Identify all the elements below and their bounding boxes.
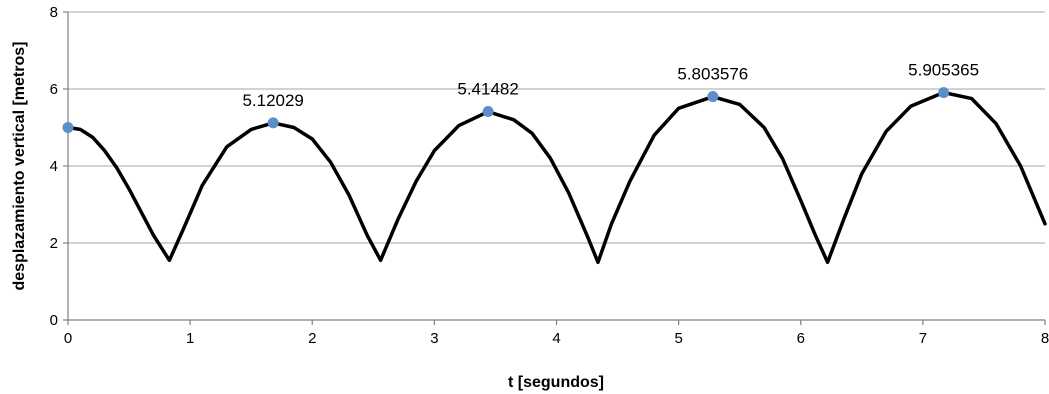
y-tick-label-3: 6 [50,81,58,98]
x-tick-label-7: 7 [919,330,927,347]
data-point-4 [938,87,950,99]
y-tick-label-2: 4 [50,158,58,175]
marker-layer: 5.12029 5.41482 5.803576 5.905365 [62,61,979,133]
series-line-0 [66,90,1047,265]
data-point-1 [267,117,279,129]
x-tick-label-4: 4 [552,330,560,347]
axis-layer [63,11,1046,325]
x-tick-label-0: 0 [64,330,72,347]
x-tick-label-1: 1 [186,330,194,347]
data-label-1: 5.12029 [242,91,303,110]
tick-label-layer: 0 2 4 6 8 0 1 2 3 4 5 6 7 8 [50,4,1049,347]
data-label-4: 5.905365 [908,61,979,80]
x-axis-title: t [segundos] [508,374,604,391]
data-point-3 [707,91,719,103]
x-tick-label-8: 8 [1041,330,1049,347]
x-tick-label-6: 6 [797,330,805,347]
x-tick-label-5: 5 [674,330,682,347]
y-axis-title: desplazamiento vertical [metros] [11,42,28,291]
y-tick-label-4: 8 [50,4,58,21]
data-label-2: 5.41482 [457,80,518,99]
x-tick-label-3: 3 [430,330,438,347]
grid-layer [68,11,1045,244]
data-point-0 [62,122,74,133]
series-layer [66,90,1047,265]
x-tick-label-2: 2 [308,330,316,347]
y-tick-label-1: 2 [50,235,58,252]
data-point-2 [482,106,494,118]
data-label-3: 5.803576 [677,65,748,84]
y-tick-label-0: 0 [50,312,58,329]
